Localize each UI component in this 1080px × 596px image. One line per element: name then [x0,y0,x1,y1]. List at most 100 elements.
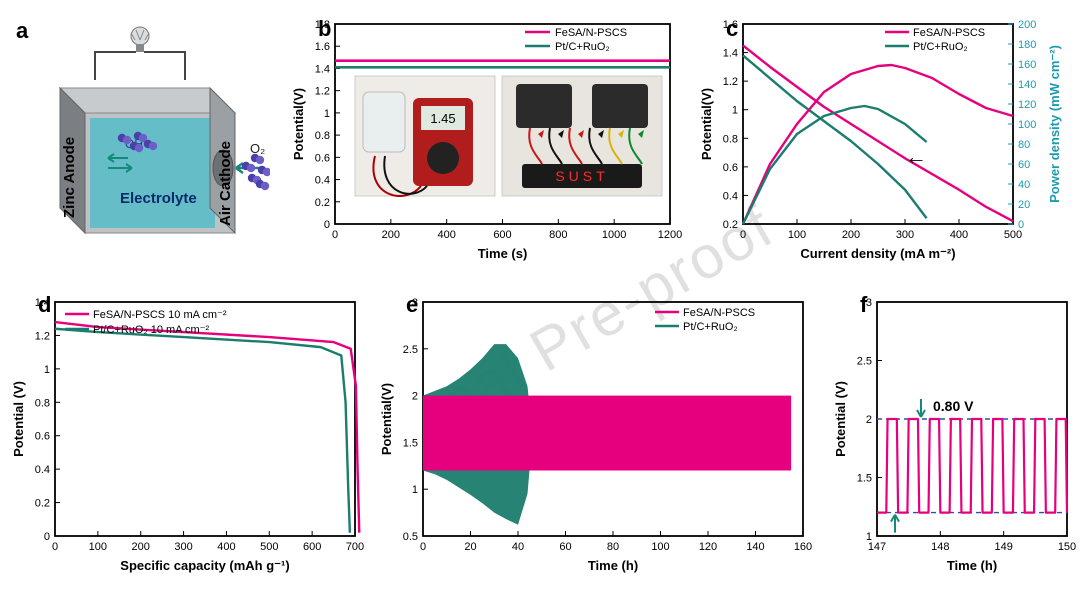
svg-text:140: 140 [1018,79,1036,91]
svg-text:Pt/C+RuO₂: Pt/C+RuO₂ [555,41,610,53]
svg-text:Power density (mW cm⁻²): Power density (mW cm⁻²) [1047,45,1062,203]
svg-text:40: 40 [512,541,524,553]
svg-text:Specific capacity (mAh g⁻¹): Specific capacity (mAh g⁻¹) [120,558,289,573]
svg-text:60: 60 [1018,159,1030,171]
svg-text:0.5: 0.5 [403,531,418,543]
svg-text:1.4: 1.4 [315,63,330,75]
svg-text:0: 0 [420,541,426,553]
svg-text:100: 100 [651,541,669,553]
svg-text:FeSA/N-PSCS 10 mA cm⁻²: FeSA/N-PSCS 10 mA cm⁻² [93,309,227,321]
svg-text:700: 700 [346,541,364,553]
svg-text:400: 400 [950,229,968,241]
svg-text:FeSA/N-PSCS: FeSA/N-PSCS [913,27,985,39]
panel-f: f 14714814915011.522.53Time (h)Potential… [822,288,1080,588]
svg-text:20: 20 [1018,199,1030,211]
svg-text:1: 1 [732,105,738,117]
svg-text:1.4: 1.4 [723,48,738,60]
svg-text:Potential(V): Potential(V) [379,383,394,455]
panel-e: e 0204060801001201401600.511.522.53Time … [368,288,820,588]
svg-text:0.8: 0.8 [35,397,50,409]
svg-text:Potential(V): Potential(V) [291,88,306,160]
panel-b: b 02004006008001000120000.20.40.60.811.2… [280,10,685,272]
svg-text:0.4: 0.4 [723,190,738,202]
svg-text:160: 160 [794,541,812,553]
svg-text:Air Cathode: Air Cathode [217,141,234,226]
svg-text:120: 120 [1018,99,1036,111]
svg-text:0: 0 [44,531,50,543]
svg-text:0.8: 0.8 [315,130,330,142]
svg-text:Time (s): Time (s) [478,246,528,261]
svg-text:1.2: 1.2 [35,330,50,342]
svg-text:1200: 1200 [658,229,682,241]
svg-text:300: 300 [896,229,914,241]
svg-text:150: 150 [1058,541,1076,553]
svg-text:1.5: 1.5 [857,473,872,485]
svg-text:500: 500 [260,541,278,553]
svg-text:0.6: 0.6 [35,431,50,443]
svg-text:1.45: 1.45 [430,111,455,126]
schematic-battery: Zinc AnodeAir CathodeElectrolyteOHO₂ [10,18,270,268]
svg-text:1.2: 1.2 [723,76,738,88]
svg-text:149: 149 [994,541,1012,553]
svg-text:2.5: 2.5 [857,356,872,368]
svg-text:Electrolyte: Electrolyte [120,190,197,207]
svg-text:800: 800 [549,229,567,241]
figure: nal Pre-proof a Zinc AnodeAir CathodeEle… [0,0,1080,596]
svg-text:200: 200 [842,229,860,241]
svg-text:0.8: 0.8 [723,133,738,145]
panel-e-label: e [406,292,418,318]
svg-text:Current density (mA m⁻²): Current density (mA m⁻²) [800,246,955,261]
chart-cycling: 0204060801001201401600.511.522.53Time (h… [368,288,820,588]
svg-text:0.4: 0.4 [35,464,50,476]
chart-polarization: 01002003004005000.20.40.60.811.21.41.6Cu… [688,10,1080,272]
svg-text:Pt/C+RuO₂ 10 mA cm⁻²: Pt/C+RuO₂ 10 mA cm⁻² [93,324,209,336]
svg-text:80: 80 [1018,139,1030,151]
svg-text:1000: 1000 [602,229,626,241]
svg-text:1: 1 [44,364,50,376]
svg-text:Potential (V): Potential (V) [11,381,26,457]
chart-ocv: 02004006008001000120000.20.40.60.811.21.… [280,10,685,272]
svg-text:←: ← [905,144,927,169]
svg-text:1: 1 [866,531,872,543]
svg-text:200: 200 [132,541,150,553]
svg-text:400: 400 [217,541,235,553]
chart-capacity: 010020030040050060070000.20.40.60.811.21… [0,288,368,588]
svg-text:600: 600 [493,229,511,241]
svg-text:140: 140 [746,541,764,553]
panel-a-label: a [16,18,28,44]
svg-text:40: 40 [1018,179,1030,191]
svg-text:0.6: 0.6 [315,152,330,164]
svg-text:300: 300 [174,541,192,553]
panel-f-label: f [860,292,867,318]
panel-b-label: b [318,16,331,42]
svg-text:Time (h): Time (h) [947,558,997,573]
svg-text:Zinc Anode: Zinc Anode [61,137,78,218]
panel-d: d 010020030040050060070000.20.40.60.811.… [0,288,368,588]
svg-text:1.2: 1.2 [315,86,330,98]
svg-text:0: 0 [740,229,746,241]
svg-text:0.2: 0.2 [723,219,738,231]
svg-text:0.2: 0.2 [315,197,330,209]
svg-text:0: 0 [1018,219,1024,231]
svg-text:Potential (V): Potential (V) [833,381,848,457]
svg-text:0.6: 0.6 [723,162,738,174]
svg-text:60: 60 [559,541,571,553]
svg-text:2: 2 [412,391,418,403]
panel-d-label: d [38,292,51,318]
panel-c: c 01002003004005000.20.40.60.811.21.41.6… [688,10,1080,272]
svg-text:2: 2 [866,414,872,426]
svg-text:100: 100 [89,541,107,553]
svg-text:400: 400 [437,229,455,241]
panel-c-label: c [726,16,738,42]
svg-text:0: 0 [324,219,330,231]
svg-text:1.6: 1.6 [315,41,330,53]
svg-text:2.5: 2.5 [403,344,418,356]
svg-text:1.5: 1.5 [403,437,418,449]
svg-text:0: 0 [52,541,58,553]
svg-text:Potential(V): Potential(V) [699,88,714,160]
svg-text:120: 120 [699,541,717,553]
svg-text:FeSA/N-PSCS: FeSA/N-PSCS [683,307,755,319]
svg-text:180: 180 [1018,39,1036,51]
svg-text:0.2: 0.2 [35,498,50,510]
svg-text:100: 100 [788,229,806,241]
